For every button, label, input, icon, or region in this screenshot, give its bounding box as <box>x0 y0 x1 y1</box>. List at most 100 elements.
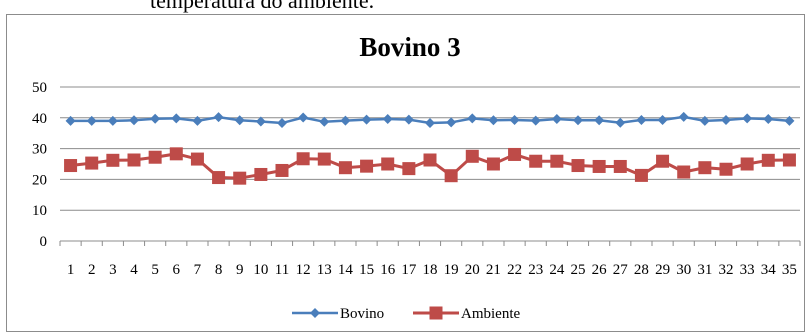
data-point-bovino <box>678 111 689 122</box>
y-tick-label: 0 <box>40 234 48 250</box>
data-point-bovino <box>403 114 414 125</box>
data-point-ambiente <box>444 169 458 183</box>
data-point-bovino <box>699 115 710 126</box>
x-tick-label: 6 <box>173 262 181 278</box>
x-tick-label: 32 <box>719 262 734 278</box>
data-point-bovino <box>213 112 224 123</box>
data-point-ambiente <box>613 159 627 173</box>
data-point-bovino <box>107 115 118 126</box>
data-point-ambiente <box>317 152 331 166</box>
data-point-ambiente <box>190 152 204 166</box>
x-tick-label: 23 <box>528 262 543 278</box>
x-tick-label: 16 <box>380 262 396 278</box>
x-tick-label: 20 <box>465 262 480 278</box>
y-tick-label: 50 <box>32 80 47 96</box>
data-point-bovino <box>763 114 774 125</box>
data-point-ambiente <box>127 153 141 167</box>
x-tick-label: 14 <box>338 262 354 278</box>
data-point-ambiente <box>381 157 395 171</box>
data-point-bovino <box>65 115 76 126</box>
series-group <box>64 111 796 185</box>
x-tick-label: 30 <box>676 262 691 278</box>
data-point-bovino <box>657 114 668 125</box>
x-tick-label: 9 <box>236 262 244 278</box>
legend: Bovino Ambiente <box>292 306 520 322</box>
data-point-bovino <box>129 115 139 126</box>
data-point-ambiente <box>254 167 268 181</box>
data-point-ambiente <box>698 161 712 175</box>
x-tick-label: 28 <box>634 262 649 278</box>
data-point-ambiente <box>465 149 479 163</box>
legend-label-ambiente: Ambiente <box>461 306 520 322</box>
x-tick-label: 26 <box>592 262 608 278</box>
data-point-ambiente <box>106 153 120 167</box>
data-point-bovino <box>319 116 330 127</box>
legend-item-bovino: Bovino <box>292 306 384 322</box>
data-point-ambiente <box>212 171 226 185</box>
y-axis: 0 10 20 30 40 50 <box>32 80 47 250</box>
data-point-ambiente <box>529 154 543 168</box>
data-point-ambiente <box>677 165 691 179</box>
grid-lines <box>60 86 800 211</box>
data-point-bovino <box>86 115 97 126</box>
data-point-ambiente <box>64 159 78 173</box>
data-point-ambiente <box>719 162 733 176</box>
data-point-ambiente <box>402 162 416 176</box>
data-point-bovino <box>488 115 499 126</box>
x-tick-label: 22 <box>507 262 522 278</box>
y-tick-label: 10 <box>32 203 47 219</box>
legend-marker-ambiente <box>429 306 443 320</box>
data-point-ambiente <box>486 157 500 171</box>
data-point-bovino <box>234 115 245 126</box>
x-axis: 1 2 3 4 5 6 7 8 9 10 11 12 13 14 15 16 17 18 19 20 21 22 23 24 2… <box>59 240 801 278</box>
x-tick-label: 12 <box>296 262 311 278</box>
data-point-bovino <box>425 118 435 129</box>
data-point-bovino <box>721 114 731 125</box>
data-point-bovino <box>573 115 583 126</box>
x-tick-label: 11 <box>275 262 289 278</box>
data-point-bovino <box>298 112 309 123</box>
data-point-ambiente <box>761 153 775 167</box>
data-point-bovino <box>340 115 351 126</box>
data-point-ambiente <box>571 159 585 173</box>
x-tick-label: 19 <box>444 262 459 278</box>
data-point-ambiente <box>360 159 374 173</box>
x-tick-label: 8 <box>215 262 223 278</box>
x-tick-label: 35 <box>782 262 797 278</box>
x-tick-label: 1 <box>67 262 75 278</box>
data-point-ambiente <box>275 163 289 177</box>
data-point-bovino <box>255 116 266 127</box>
data-point-bovino <box>171 113 182 124</box>
x-tick-label: 25 <box>571 262 586 278</box>
data-point-bovino <box>509 114 520 125</box>
y-tick-label: 30 <box>32 142 47 158</box>
data-point-bovino <box>150 113 161 124</box>
data-point-bovino <box>551 114 562 125</box>
data-point-bovino <box>594 115 605 126</box>
legend-label-bovino: Bovino <box>340 306 384 322</box>
chart-title: Bovino 3 <box>359 32 460 62</box>
data-point-bovino <box>742 113 753 124</box>
data-point-bovino <box>636 114 647 125</box>
x-tick-label: 4 <box>130 262 138 278</box>
y-tick-label: 20 <box>32 172 47 188</box>
x-tick-label: 13 <box>317 262 332 278</box>
data-point-ambiente <box>233 171 247 185</box>
data-point-ambiente <box>508 147 522 161</box>
data-point-ambiente <box>656 154 670 168</box>
data-point-ambiente <box>338 161 352 175</box>
x-tick-label: 34 <box>761 262 777 278</box>
data-point-ambiente <box>296 152 310 166</box>
data-point-bovino <box>277 118 287 129</box>
x-tick-label: 18 <box>423 262 438 278</box>
data-point-ambiente <box>169 147 183 161</box>
series-ambiente <box>64 147 796 185</box>
data-point-bovino <box>192 115 203 126</box>
x-tick-label: 15 <box>359 262 374 278</box>
x-tick-label: 24 <box>549 262 565 278</box>
x-tick-label: 7 <box>194 262 202 278</box>
data-point-ambiente <box>592 159 606 173</box>
x-tick-label: 2 <box>88 262 96 278</box>
data-point-bovino <box>382 114 393 125</box>
